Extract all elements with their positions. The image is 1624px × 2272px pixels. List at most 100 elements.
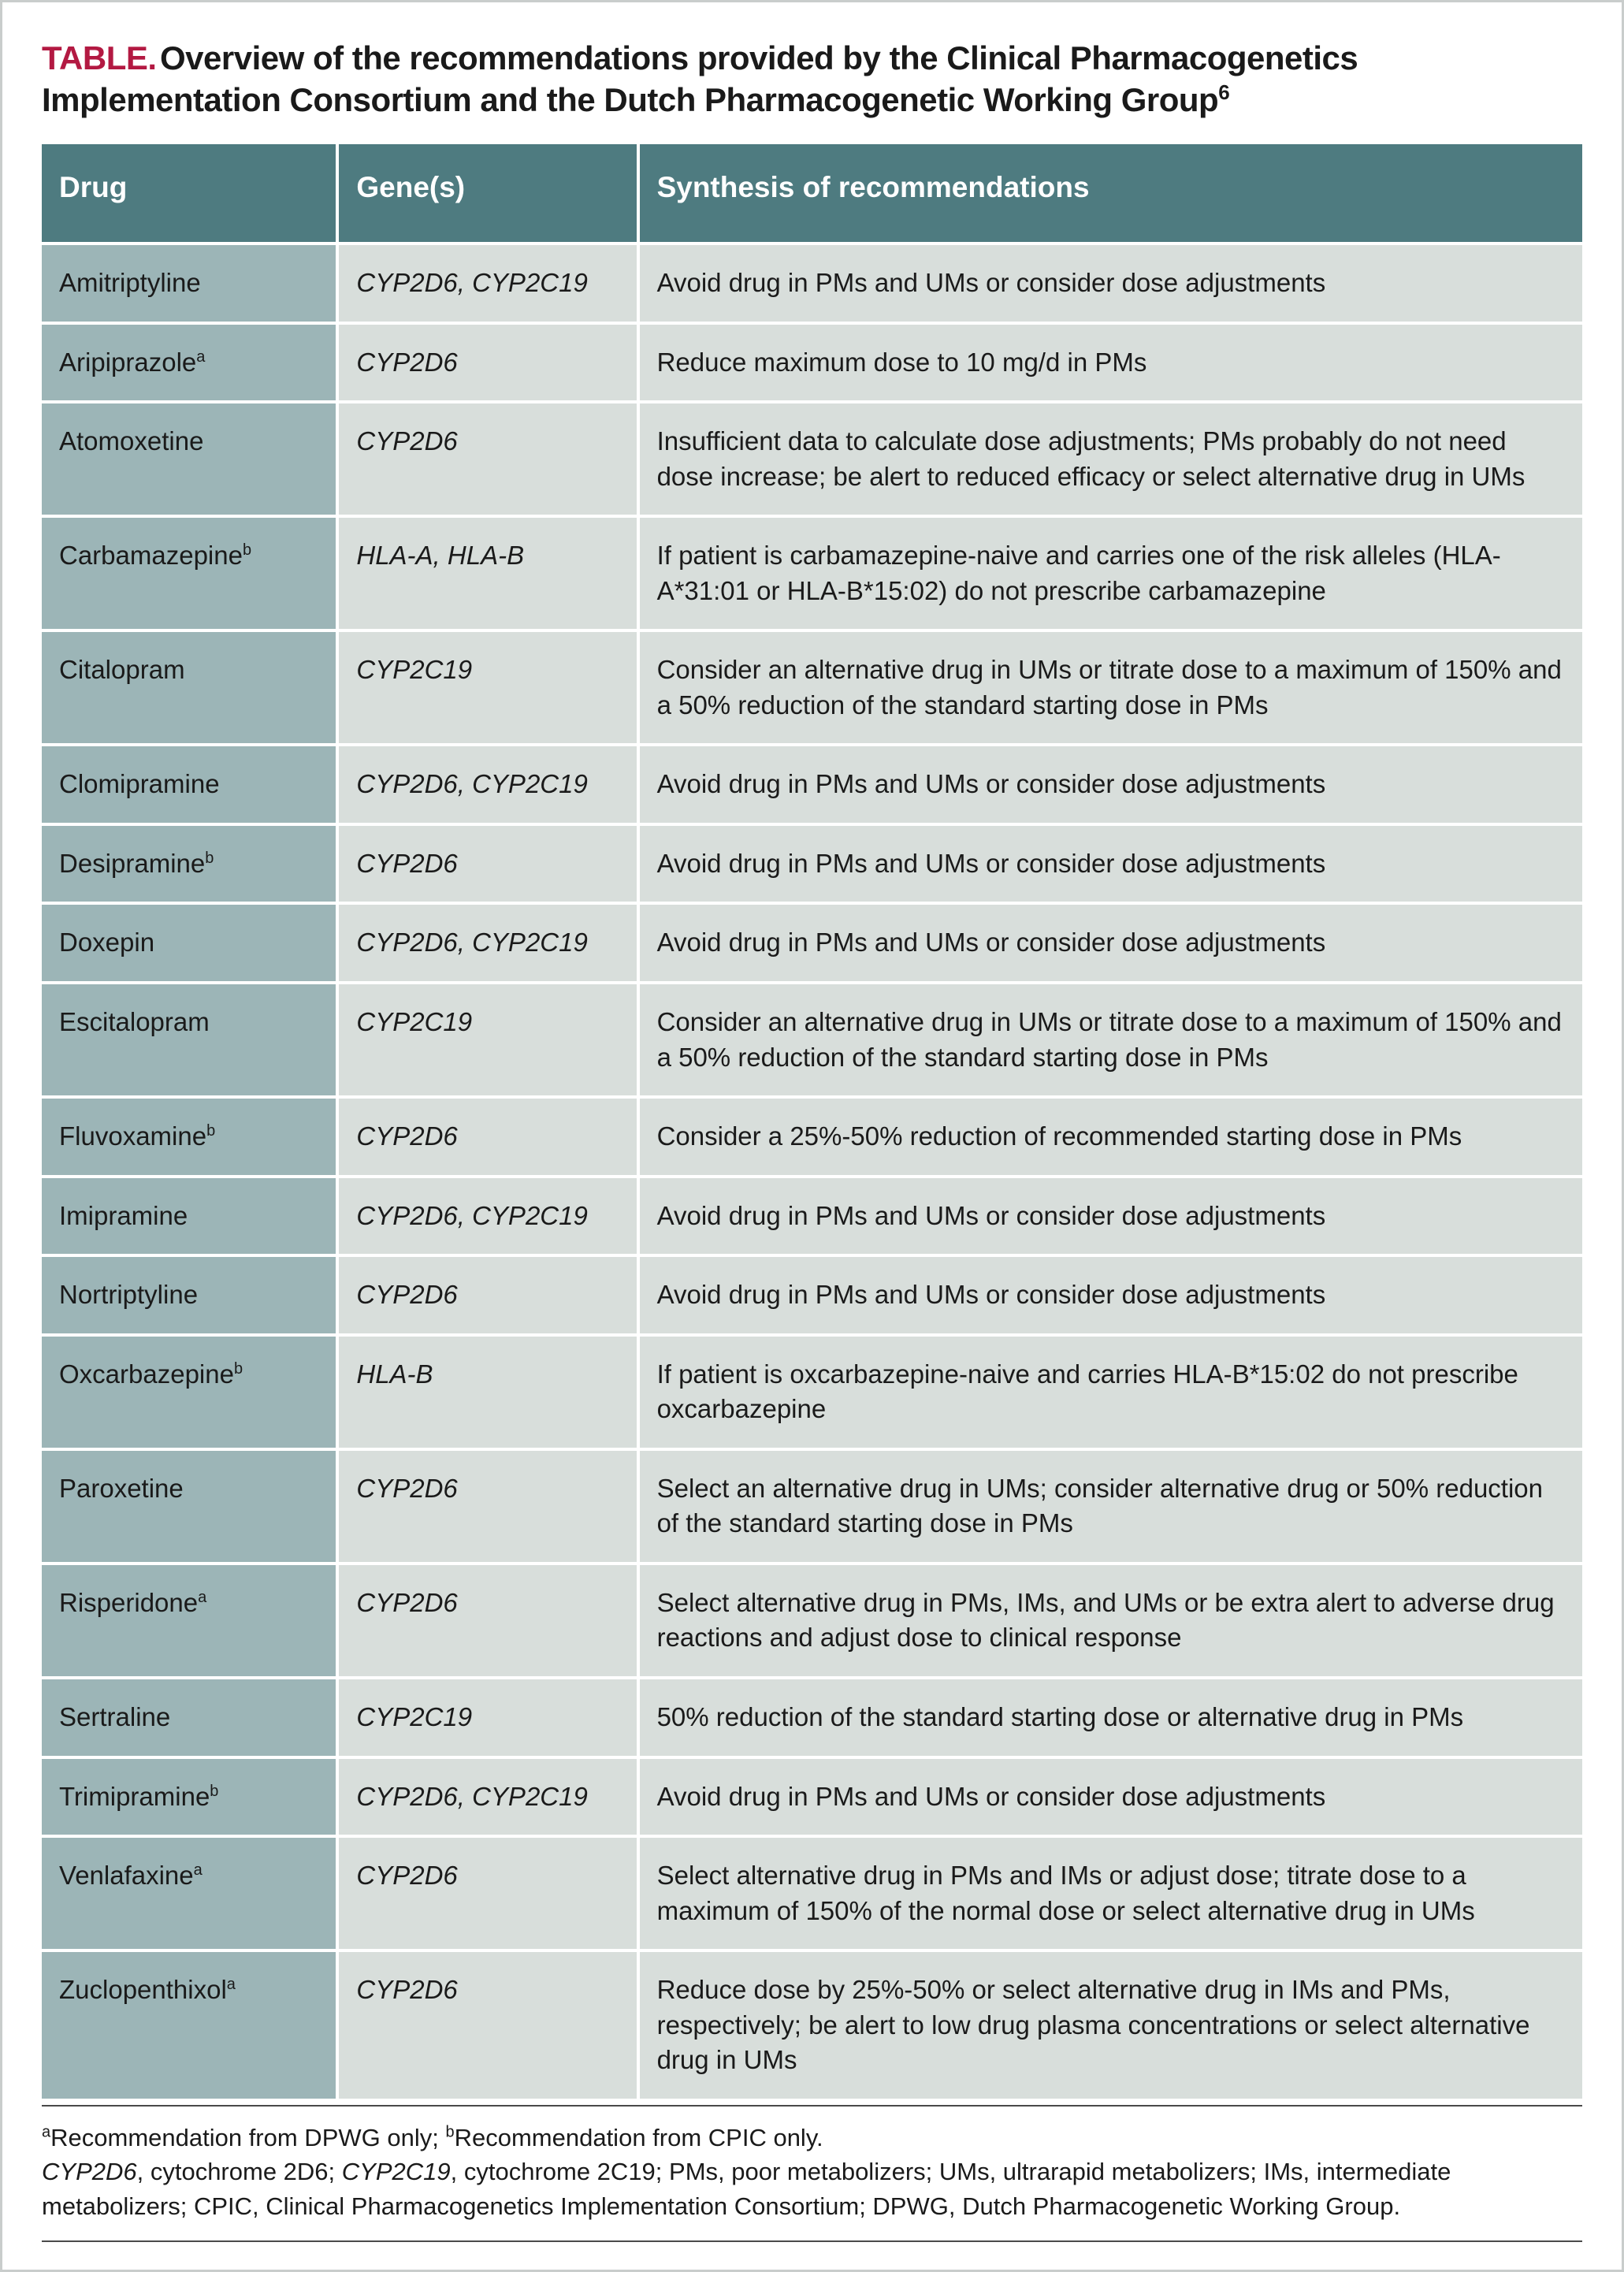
gene-cell: CYP2D6 xyxy=(337,1255,637,1335)
recommendation-cell: Reduce maximum dose to 10 mg/d in PMs xyxy=(638,323,1582,403)
drug-cell: Atomoxetine xyxy=(42,402,337,516)
gene-cell: CYP2D6 xyxy=(337,1097,637,1177)
recommendation-cell: Consider a 25%-50% reduction of recommen… xyxy=(638,1097,1582,1177)
table-row: FluvoxaminebCYP2D6Consider a 25%-50% red… xyxy=(42,1097,1582,1177)
table-row: Atomoxetine CYP2D6Insufficient data to ca… xyxy=(42,402,1582,516)
drug-cell: Venlafaxinea xyxy=(42,1836,337,1950)
gene-cell: CYP2D6 xyxy=(337,1950,637,2099)
gene-cell: CYP2C19 xyxy=(337,1678,637,1757)
drug-cell: Zuclopenthixola xyxy=(42,1950,337,2099)
drug-cell: Aripiprazolea xyxy=(42,323,337,403)
table-row: OxcarbazepinebHLA-BIf patient is oxcarba… xyxy=(42,1335,1582,1449)
drug-cell: Risperidonea xyxy=(42,1564,337,1678)
col-header-rec: Synthesis of recommendations xyxy=(638,144,1582,244)
col-header-drug: Drug xyxy=(42,144,337,244)
abbr-cyp2d6: CYP2D6 xyxy=(42,2158,137,2185)
title-sup: 6 xyxy=(1218,80,1229,104)
recommendation-cell: Avoid drug in PMs and UMs or consider do… xyxy=(638,1255,1582,1335)
drug-name: Imipramine xyxy=(59,1201,188,1230)
drug-cell: Carbamazepineb xyxy=(42,516,337,630)
table-row: Paroxetine CYP2D6Select an alternative dr… xyxy=(42,1449,1582,1564)
recommendation-cell: Avoid drug in PMs and UMs or consider do… xyxy=(638,1177,1582,1256)
drug-cell: Doxepin xyxy=(42,903,337,983)
drug-note-sup: a xyxy=(227,1976,236,1993)
table-row: EscitalopramCYP2C19Consider an alternati… xyxy=(42,983,1582,1097)
footnotes: aRecommendation from DPWG only; bRecomme… xyxy=(42,2105,1582,2242)
table-container: TABLE. Overview of the recommendations p… xyxy=(0,0,1624,2272)
gene-cell: CYP2D6, CYP2C19 xyxy=(337,1177,637,1256)
recommendation-cell: Avoid drug in PMs and UMs or consider do… xyxy=(638,1757,1582,1837)
recommendations-table: Drug Gene(s) Synthesis of recommendation… xyxy=(42,144,1582,2099)
recommendation-cell: Reduce dose by 25%-50% or select alterna… xyxy=(638,1950,1582,2099)
table-row: CarbamazepinebHLA-A, HLA-BIf patient is … xyxy=(42,516,1582,630)
footnote-line1: aRecommendation from DPWG only; bRecomme… xyxy=(42,2121,1582,2155)
recommendation-cell: If patient is oxcarbazepine-naive and ca… xyxy=(638,1335,1582,1449)
table-header-row: Drug Gene(s) Synthesis of recommendation… xyxy=(42,144,1582,244)
table-row: Imipramine CYP2D6, CYP2C19Avoid drug in P… xyxy=(42,1177,1582,1256)
drug-cell: Imipramine xyxy=(42,1177,337,1256)
gene-cell: CYP2D6 xyxy=(337,402,637,516)
drug-cell: Trimipramineb xyxy=(42,1757,337,1837)
drug-cell: Paroxetine xyxy=(42,1449,337,1564)
drug-cell: Nortriptyline xyxy=(42,1255,337,1335)
drug-cell: Fluvoxamineb xyxy=(42,1097,337,1177)
drug-note-sup: b xyxy=(210,1783,218,1800)
drug-name: Clomipramine xyxy=(59,769,220,798)
drug-cell: Desipramineb xyxy=(42,824,337,904)
drug-cell: Clomipramine xyxy=(42,745,337,824)
drug-note-sup: b xyxy=(243,541,251,559)
table-title: TABLE. Overview of the recommendations p… xyxy=(42,38,1582,121)
gene-cell: CYP2D6 xyxy=(337,1564,637,1678)
drug-name: Citalopram xyxy=(59,655,185,684)
footnote-line2: CYP2D6, cytochrome 2D6; CYP2C19, cytochr… xyxy=(42,2155,1582,2223)
table-row: DoxepinCYP2D6, CYP2C19Avoid drug in PMs … xyxy=(42,903,1582,983)
title-line1: Overview of the recommendations provided… xyxy=(160,39,1358,76)
drug-name: Fluvoxamine xyxy=(59,1121,206,1151)
table-row: ClomipramineCYP2D6, CYP2C19Avoid drug in… xyxy=(42,745,1582,824)
drug-name: Risperidone xyxy=(59,1588,198,1617)
abbr-cyp2c19: CYP2C19 xyxy=(342,2158,451,2185)
gene-cell: CYP2C19 xyxy=(337,983,637,1097)
gene-cell: CYP2D6, CYP2C19 xyxy=(337,1757,637,1837)
gene-cell: CYP2D6, CYP2C19 xyxy=(337,244,637,323)
drug-name: Oxcarbazepine xyxy=(59,1359,234,1389)
recommendation-cell: If patient is carbamazepine-naive and ca… xyxy=(638,516,1582,630)
title-label: TABLE. xyxy=(42,39,157,76)
drug-note-sup: a xyxy=(194,1861,203,1879)
table-row: TrimipraminebCYP2D6, CYP2C19Avoid drug i… xyxy=(42,1757,1582,1837)
drug-cell: Oxcarbazepineb xyxy=(42,1335,337,1449)
drug-name: Atomoxetine xyxy=(59,426,203,456)
drug-note-sup: a xyxy=(196,348,205,366)
drug-note-sup: a xyxy=(198,1589,206,1606)
drug-name: Carbamazepine xyxy=(59,541,243,570)
gene-cell: CYP2D6 xyxy=(337,824,637,904)
recommendation-cell: 50% reduction of the standard starting d… xyxy=(638,1678,1582,1757)
gene-cell: CYP2D6, CYP2C19 xyxy=(337,903,637,983)
drug-name: Sertraline xyxy=(59,1702,170,1731)
table-row: DesipraminebCYP2D6Avoid drug in PMs and … xyxy=(42,824,1582,904)
drug-cell: Escitalopram xyxy=(42,983,337,1097)
table-row: RisperidoneaCYP2D6Select alternative dru… xyxy=(42,1564,1582,1678)
footnote-sup-b: b xyxy=(445,2124,454,2141)
recommendation-cell: Select alternative drug in PMs and IMs o… xyxy=(638,1836,1582,1950)
drug-cell: Citalopram xyxy=(42,630,337,745)
drug-name: Paroxetine xyxy=(59,1474,184,1503)
footnote-sup-a: a xyxy=(42,2124,50,2141)
table-row: VenlafaxineaCYP2D6Select alternative dru… xyxy=(42,1836,1582,1950)
recommendation-cell: Consider an alternative drug in UMs or t… xyxy=(638,630,1582,745)
table-row: Sertraline CYP2C1950% reduction of the st… xyxy=(42,1678,1582,1757)
table-row: Citalopram CYP2C19Consider an alternative… xyxy=(42,630,1582,745)
recommendation-cell: Select an alternative drug in UMs; consi… xyxy=(638,1449,1582,1564)
recommendation-cell: Avoid drug in PMs and UMs or consider do… xyxy=(638,745,1582,824)
recommendation-cell: Select alternative drug in PMs, IMs, and… xyxy=(638,1564,1582,1678)
gene-cell: CYP2C19 xyxy=(337,630,637,745)
recommendation-cell: Avoid drug in PMs and UMs or consider do… xyxy=(638,244,1582,323)
drug-note-sup: b xyxy=(206,1122,215,1140)
gene-cell: HLA-A, HLA-B xyxy=(337,516,637,630)
drug-name: Escitalopram xyxy=(59,1007,210,1036)
table-row: NortriptylineCYP2D6Avoid drug in PMs and… xyxy=(42,1255,1582,1335)
gene-cell: CYP2D6 xyxy=(337,1449,637,1564)
table-row: AripiprazoleaCYP2D6Reduce maximum dose t… xyxy=(42,323,1582,403)
drug-name: Amitriptyline xyxy=(59,268,201,297)
recommendation-cell: Insufficient data to calculate dose adju… xyxy=(638,402,1582,516)
